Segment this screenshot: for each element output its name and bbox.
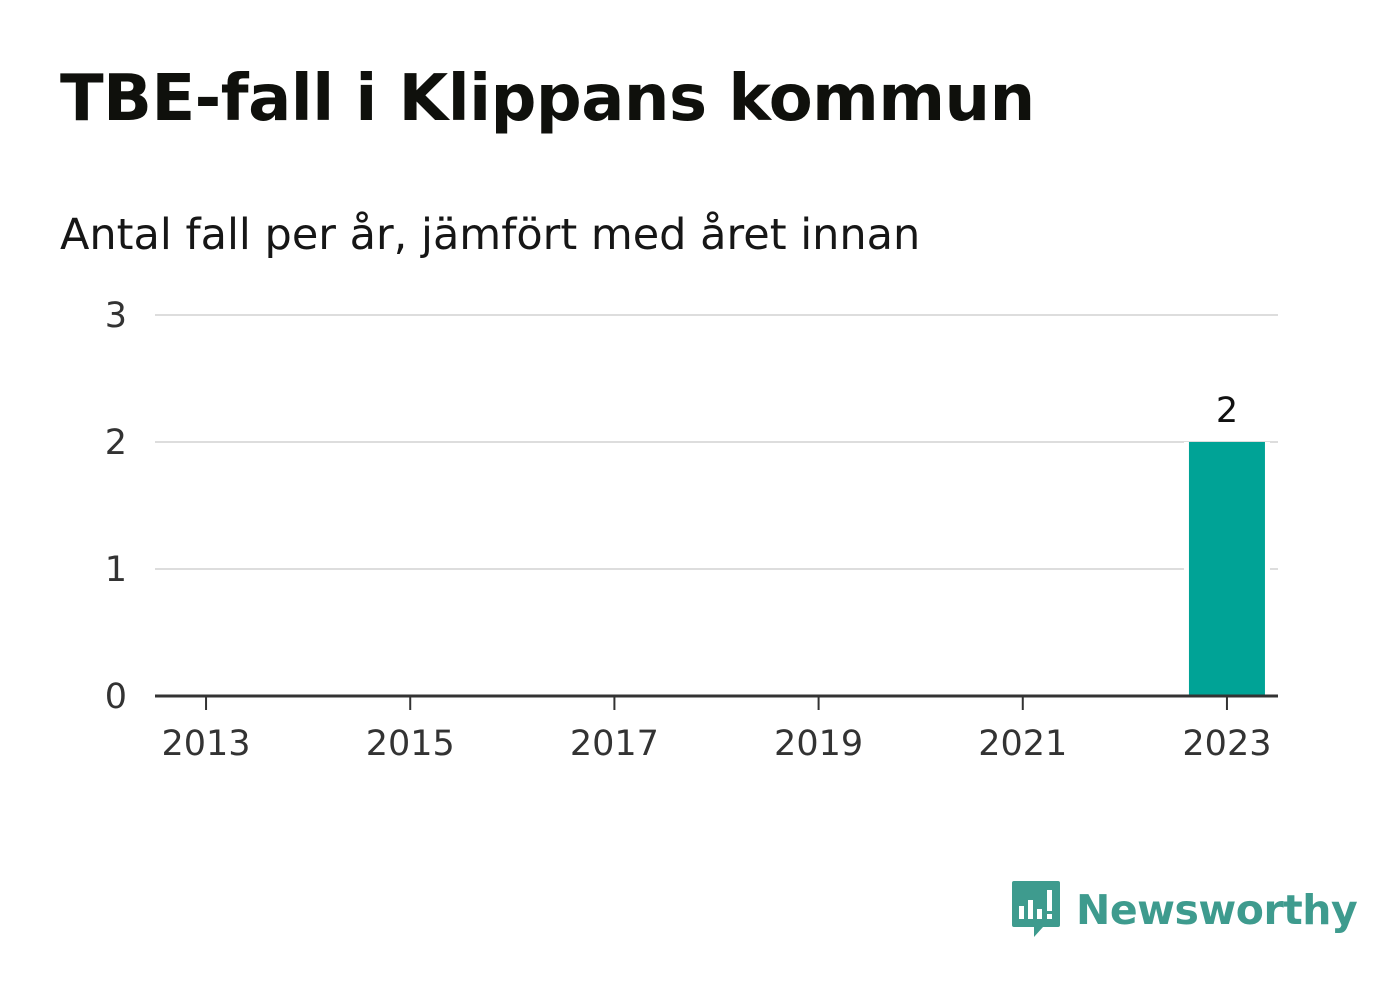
bar [1188, 442, 1265, 696]
x-tick-label: 2023 [1182, 724, 1271, 764]
brand-logo: Newsworthy [1010, 878, 1358, 942]
x-tick-label: 2015 [366, 724, 455, 764]
y-tick-label: 3 [105, 296, 127, 336]
newsworthy-logo-icon [1012, 881, 1060, 937]
brand-name: Newsworthy [1076, 886, 1358, 934]
chart-subtitle: Antal fall per år, jämfört med året inna… [60, 210, 921, 260]
y-tick-label: 0 [105, 677, 127, 717]
x-tick-label: 2013 [162, 724, 251, 764]
y-tick-label: 2 [105, 423, 127, 463]
x-tick-label: 2021 [978, 724, 1067, 764]
bar-chart: 0 1 2 3 2 2013 2015 2017 2019 2021 2023 [105, 296, 1278, 764]
x-tick-label: 2019 [774, 724, 863, 764]
y-tick-label: 1 [105, 550, 127, 590]
data-label: 2 [1216, 391, 1238, 431]
chart-title: TBE-fall i Klippans kommun [60, 62, 1035, 136]
x-tick-label: 2017 [570, 724, 659, 764]
